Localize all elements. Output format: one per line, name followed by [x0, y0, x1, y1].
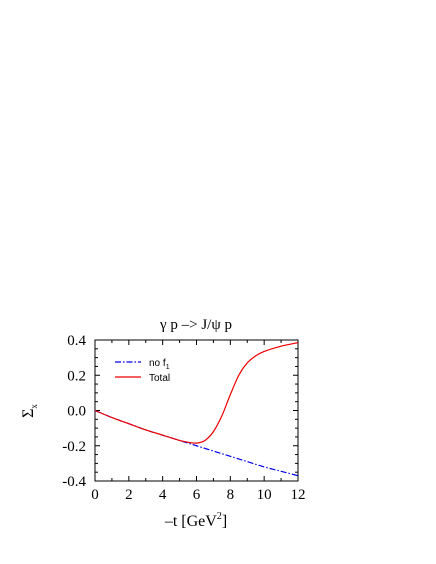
series-layer: [94, 342, 299, 477]
x-tick-label: 4: [159, 487, 167, 503]
legend: no f1 Total: [115, 358, 170, 384]
legend-label-no-f1: no f1: [149, 358, 170, 371]
chart-title: γ p –> J/ψ p: [159, 317, 232, 333]
y-tick-label: 0.2: [67, 368, 86, 384]
x-tick-label: 2: [125, 487, 133, 503]
legend-label-total: Total: [149, 373, 170, 384]
y-tick-label: -0.4: [62, 474, 86, 490]
x-tick-label: 6: [193, 487, 201, 503]
y-tick-label: 0.4: [67, 333, 86, 349]
y-axis-label-sub: x: [29, 404, 39, 409]
x-axis: 0 2 4 6 8 10 12: [91, 340, 306, 503]
y-tick-label: 0.0: [67, 404, 86, 420]
y-tick-label: -0.2: [62, 439, 86, 455]
legend-label-no-f1-main: no f: [149, 358, 166, 369]
x-tick-label: 0: [91, 487, 99, 503]
x-axis-label-sup: 2: [217, 511, 222, 522]
x-tick-label: 12: [291, 487, 306, 503]
y-axis-label: Σx: [20, 404, 39, 418]
x-tick-label: 10: [257, 487, 272, 503]
x-axis-label: –t [GeV2]: [164, 511, 227, 530]
series-line-total: [94, 342, 299, 444]
y-axis-label-main: Σ: [20, 409, 37, 418]
plot-frame: [94, 339, 299, 482]
x-tick-label: 8: [227, 487, 235, 503]
legend-label-no-f1-sub: 1: [166, 364, 170, 371]
x-axis-label-end: ]: [222, 513, 227, 530]
y-axis: -0.4 -0.2 0.0 0.2 0.4: [62, 333, 298, 490]
x-axis-label-main: –t [GeV: [164, 513, 217, 530]
